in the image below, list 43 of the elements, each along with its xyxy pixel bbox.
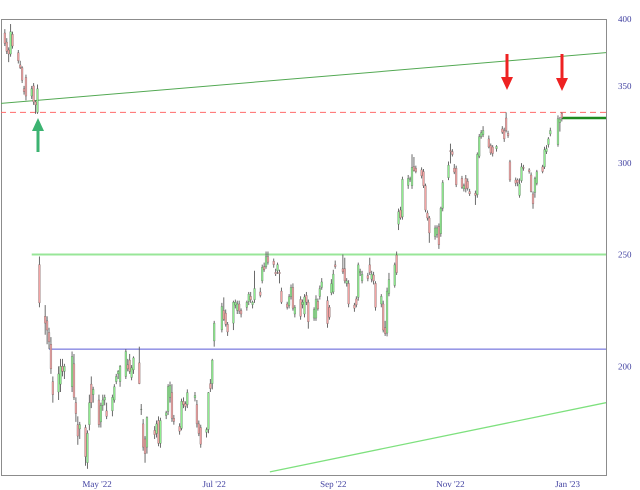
candlestick: [348, 280, 350, 308]
y-tick-label: 350: [618, 80, 632, 91]
candlestick: [272, 258, 275, 268]
y-tick-label: 250: [618, 250, 632, 260]
candlestick: [411, 154, 414, 190]
candlestick: [314, 294, 317, 322]
candlestick: [140, 404, 142, 416]
candlestick: [460, 175, 463, 190]
candlestick: [261, 264, 264, 284]
candlestick: [211, 358, 214, 390]
candlestick: [238, 300, 240, 314]
candlestick: [266, 251, 269, 266]
x-tick-label: Nov '22: [436, 479, 465, 489]
candlestick: [464, 174, 467, 193]
candlestick: [280, 287, 282, 304]
candlestick: [455, 165, 458, 188]
candlestick: [259, 287, 262, 298]
candlestick: [482, 126, 484, 138]
candlestick: [328, 304, 330, 320]
candlestick: [332, 269, 334, 295]
y-tick-label: 300: [618, 158, 632, 168]
x-tick-label: May '22: [82, 479, 112, 489]
candlestick: [159, 417, 162, 448]
candlestick: [508, 159, 511, 182]
candlestick: [492, 144, 494, 157]
y-tick-label: 200: [618, 361, 632, 372]
candlestick: [326, 296, 329, 328]
candlestick: [119, 364, 122, 388]
candlestick: [544, 146, 546, 170]
candlestick: [30, 85, 33, 100]
candlestick: [232, 300, 234, 331]
candlestick: [52, 376, 54, 404]
candlestick: [344, 257, 346, 284]
y-tick-label: 400: [618, 14, 632, 24]
x-tick-label: Jul '22: [202, 479, 226, 489]
candlestick: [213, 320, 216, 348]
x-tick-label: Sep '22: [320, 479, 346, 489]
candlestick: [36, 84, 38, 114]
candlestick: [200, 424, 202, 448]
candlestick: [92, 386, 94, 404]
candlestick: [186, 388, 188, 409]
candlestick: [138, 346, 140, 385]
x-tick-label: Jan '23: [555, 479, 581, 489]
